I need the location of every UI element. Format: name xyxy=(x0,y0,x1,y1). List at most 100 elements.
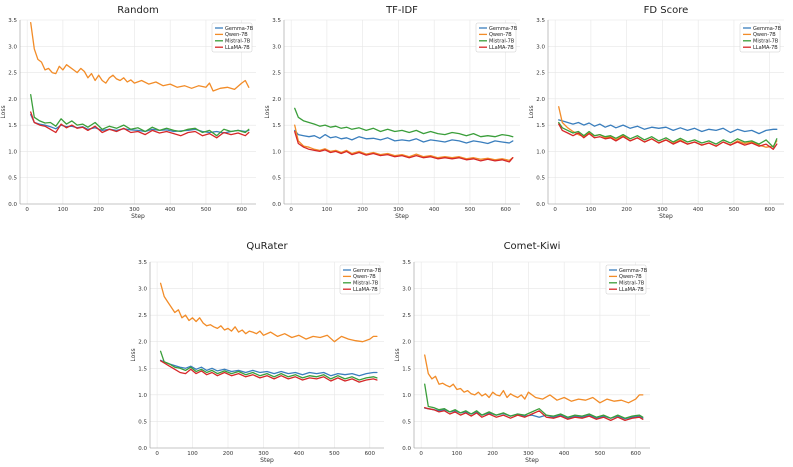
series-line-mistral-7b xyxy=(424,383,644,419)
x-tick-label: 500 xyxy=(465,207,476,213)
y-tick-label: 2.0 xyxy=(8,97,17,103)
y-tick-label: 0.5 xyxy=(272,176,281,182)
chart-panel-4: Comet-Kiwi 0.0 0.5 1.0 1.5 2.0 2.5 3.0 3.5 0 100 20… xyxy=(394,241,650,464)
chart-title: Random xyxy=(117,5,158,16)
y-tick-label: 0.0 xyxy=(8,202,17,208)
series-line-mistral-7b xyxy=(294,107,514,138)
x-tick-label: 400 xyxy=(165,207,176,213)
y-tick-label: 1.5 xyxy=(138,366,147,372)
x-tick-label: 600 xyxy=(236,207,247,213)
y-tick-label: 3.5 xyxy=(402,260,411,266)
x-tick-label: 200 xyxy=(223,451,234,457)
legend-label: LLaMA-7B xyxy=(619,287,644,293)
y-axis-label: Loss xyxy=(130,348,137,361)
legend-label: LLaMA-7B xyxy=(353,287,378,293)
y-tick-label: 2.5 xyxy=(402,313,411,319)
y-tick-label: 3.0 xyxy=(138,287,147,293)
legend-label: Mistral-7B xyxy=(753,39,779,45)
y-tick-label: 1.0 xyxy=(8,149,17,155)
y-axis-label: Loss xyxy=(394,348,401,361)
x-tick-label: 600 xyxy=(630,451,641,457)
legend-label: Mistral-7B xyxy=(353,281,379,287)
y-tick-label: 0.0 xyxy=(138,446,147,452)
legend-label: Qwen-7B xyxy=(353,274,376,280)
series-line-gemma-7b xyxy=(30,113,250,134)
x-tick-label: 100 xyxy=(586,207,597,213)
series-line-gemma-7b xyxy=(294,129,514,145)
chart-panel-1: TF-IDF 0.0 0.5 1.0 1.5 2.0 2.5 3.0 3.5 0 100 200 300… xyxy=(264,5,520,220)
series-line-qwen-7b xyxy=(159,282,378,343)
legend-label: Qwen-7B xyxy=(753,32,776,38)
y-axis-label: Loss xyxy=(528,105,535,118)
x-tick-label: 600 xyxy=(500,207,511,213)
x-tick-label: 100 xyxy=(187,451,198,457)
y-tick-label: 0.0 xyxy=(536,202,545,208)
y-tick-label: 3.0 xyxy=(402,287,411,293)
y-tick-label: 0.5 xyxy=(138,419,147,425)
x-tick-label: 600 xyxy=(365,451,376,457)
y-tick-label: 2.0 xyxy=(536,97,545,103)
y-tick-label: 2.5 xyxy=(8,71,17,77)
x-tick-label: 400 xyxy=(559,451,570,457)
chart-title: Comet-Kiwi xyxy=(504,241,561,252)
legend-label: Mistral-7B xyxy=(619,281,645,287)
y-tick-label: 2.0 xyxy=(138,340,147,346)
y-tick-label: 2.5 xyxy=(272,71,281,77)
y-tick-label: 3.0 xyxy=(272,44,281,50)
x-tick-label: 300 xyxy=(393,207,404,213)
y-tick-label: 2.5 xyxy=(536,71,545,77)
y-tick-label: 2.0 xyxy=(272,97,281,103)
series-line-llama-7b xyxy=(294,130,514,163)
x-tick-label: 100 xyxy=(58,207,69,213)
series-line-llama-7b xyxy=(558,123,778,150)
y-tick-label: 1.0 xyxy=(536,149,545,155)
x-tick-label: 200 xyxy=(621,207,632,213)
legend-label: LLaMA-7B xyxy=(489,45,514,51)
legend-label: Qwen-7B xyxy=(619,274,642,280)
x-axis-label: Step xyxy=(395,213,409,220)
chart-title: FD Score xyxy=(644,5,689,16)
x-tick-label: 200 xyxy=(357,207,368,213)
series-line-gemma-7b xyxy=(159,359,378,377)
y-tick-label: 3.5 xyxy=(8,18,17,24)
x-tick-label: 300 xyxy=(258,451,269,457)
legend-label: Qwen-7B xyxy=(225,32,248,38)
legend-box xyxy=(605,264,647,295)
y-tick-label: 3.0 xyxy=(8,44,17,50)
x-tick-label: 400 xyxy=(429,207,440,213)
series-line-mistral-7b xyxy=(558,121,778,148)
legend-box xyxy=(475,22,517,53)
chart-title: TF-IDF xyxy=(385,5,418,16)
x-tick-label: 0 xyxy=(419,451,423,457)
x-tick-label: 500 xyxy=(201,207,212,213)
x-tick-label: 500 xyxy=(729,207,740,213)
legend-box xyxy=(339,264,381,295)
legend-label: Mistral-7B xyxy=(489,39,515,45)
y-tick-label: 2.5 xyxy=(138,313,147,319)
y-tick-label: 1.5 xyxy=(8,123,17,129)
x-tick-label: 600 xyxy=(764,207,775,213)
x-axis-label: Step xyxy=(260,457,274,464)
series-line-llama-7b xyxy=(159,360,378,383)
y-tick-label: 1.5 xyxy=(272,123,281,129)
chart-panel-0: Random 0.0 0.5 1.0 1.5 2.0 2.5 3.0 3.5 0 100 200 300… xyxy=(0,5,256,220)
series-line-qwen-7b xyxy=(424,354,644,404)
legend-box xyxy=(739,22,781,53)
x-tick-label: 500 xyxy=(595,451,606,457)
legend-label: LLaMA-7B xyxy=(753,45,778,51)
chart-panel-2: FD Score 0.0 0.5 1.0 1.5 2.0 2.5 3.0 3.5 0 100 200 3… xyxy=(528,5,784,220)
y-tick-label: 1.0 xyxy=(138,393,147,399)
x-tick-label: 0 xyxy=(553,207,557,213)
legend-label: Mistral-7B xyxy=(225,39,251,45)
series-line-qwen-7b xyxy=(30,21,250,92)
y-axis-label: Loss xyxy=(0,105,7,118)
y-tick-label: 3.5 xyxy=(536,18,545,24)
series-line-mistral-7b xyxy=(159,350,378,381)
y-tick-label: 1.0 xyxy=(272,149,281,155)
y-tick-label: 1.0 xyxy=(402,393,411,399)
